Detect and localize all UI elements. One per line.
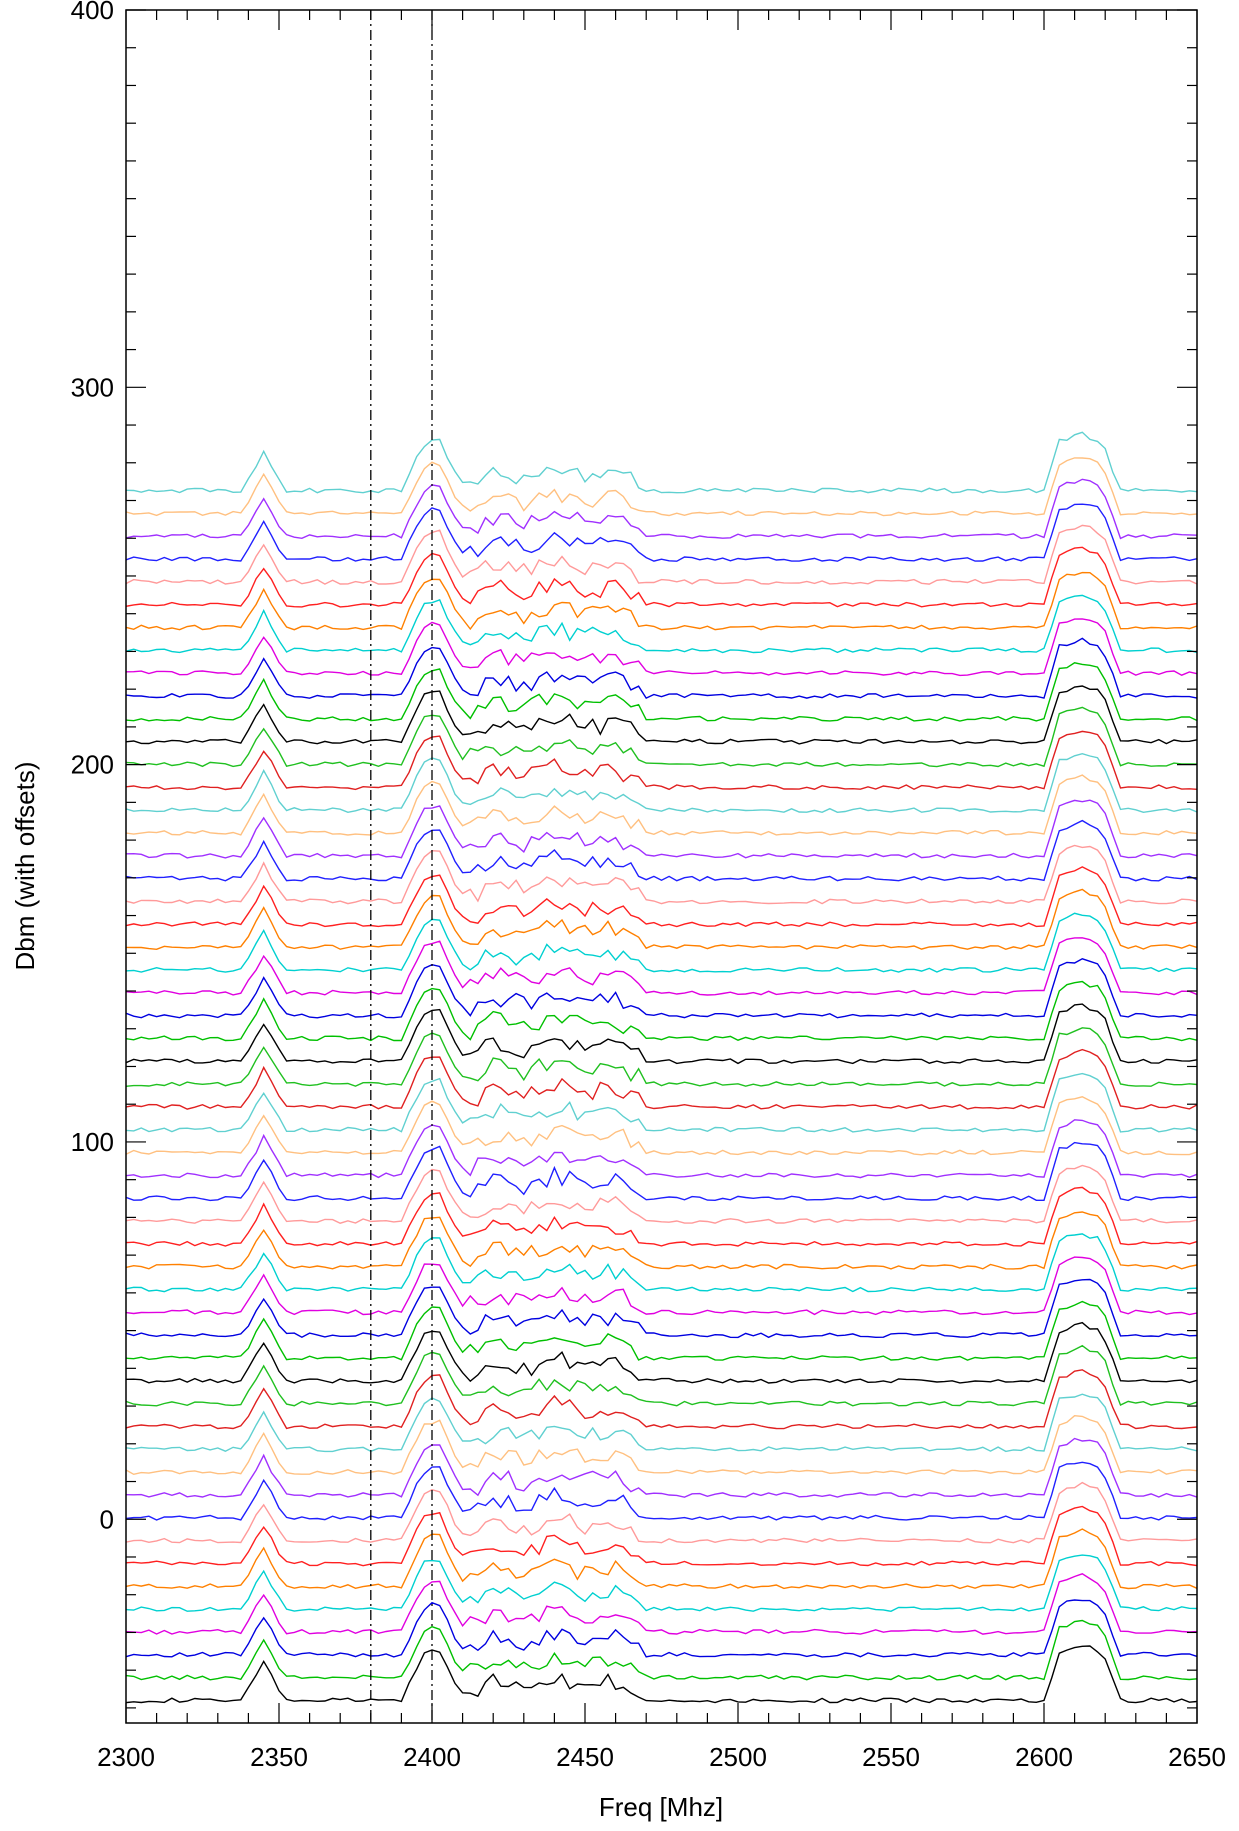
- spectrum-trace: [125, 457, 1198, 517]
- spectrum-trace: [125, 888, 1198, 951]
- spectrum-trace: [125, 1344, 1198, 1407]
- spectrum-trace: [125, 1321, 1198, 1384]
- spectrum-trace: [125, 752, 1198, 814]
- spectrum-trace: [125, 912, 1198, 973]
- spectrum-trace: [125, 844, 1198, 905]
- spectrum-trace: [125, 1027, 1198, 1087]
- spectrum-trace: [125, 503, 1198, 562]
- spectrum-trace: [125, 1186, 1198, 1247]
- spectrum-trace: [125, 1119, 1198, 1179]
- spectrum-trace: [125, 1505, 1198, 1567]
- axis-ticks: [125, 9, 1198, 1723]
- spectrum-trace: [125, 774, 1198, 836]
- spectrum-trace: [125, 706, 1198, 768]
- spectrum-trace: [125, 799, 1198, 859]
- spectrum-trace: [125, 1211, 1198, 1270]
- spectrum-trace: [125, 662, 1198, 722]
- spectrum-trace: [125, 546, 1198, 608]
- y-tick-label: 400: [71, 0, 114, 25]
- x-tick-label: 2550: [862, 1742, 920, 1772]
- plot-frame: [125, 9, 1198, 1724]
- y-tick-label: 100: [71, 1127, 114, 1157]
- spectrum-trace: [125, 1481, 1198, 1544]
- spectrum-trace: [125, 478, 1198, 540]
- spectrum-trace: [125, 1256, 1198, 1316]
- spectrum-trace: [125, 1414, 1198, 1476]
- y-tick-label: 0: [100, 1504, 114, 1534]
- spectrum-trace: [125, 1300, 1198, 1361]
- spectrum-trace: [125, 866, 1198, 928]
- spectrum-trace: [125, 1369, 1198, 1430]
- spectrum-trace: [125, 1461, 1198, 1521]
- spectrum-trace: [125, 1599, 1198, 1658]
- x-tick-label: 2600: [1015, 1742, 1073, 1772]
- spectrum-trace: [125, 958, 1198, 1019]
- spectrum-trace: [125, 524, 1198, 585]
- spectrum-trace: [125, 637, 1198, 699]
- spectrum-trace: [125, 1141, 1198, 1202]
- spectrum-trace: [125, 431, 1198, 494]
- x-axis-title: Freq [Mhz]: [599, 1792, 723, 1822]
- x-tick-label: 2650: [1168, 1742, 1226, 1772]
- spectrum-traces: [125, 431, 1198, 1704]
- spectrum-trace: [125, 980, 1198, 1042]
- spectrum-trace: [125, 1096, 1198, 1156]
- spectrum-trace: [125, 685, 1198, 745]
- reference-lines: [370, 10, 433, 1723]
- spectrum-trace: [125, 730, 1198, 791]
- spectrum-trace: [125, 1072, 1198, 1133]
- spectrum-trace: [125, 1437, 1198, 1498]
- x-tick-label: 2350: [250, 1742, 308, 1772]
- spectrum-trace: [125, 1573, 1198, 1635]
- spectrum-trace: [125, 1554, 1198, 1613]
- spectrum-trace: [125, 937, 1198, 996]
- spectrum-trace: [125, 1278, 1198, 1339]
- spectrum-trace: [125, 1003, 1198, 1065]
- spectrum-trace: [125, 1645, 1198, 1704]
- spectrum-trace: [125, 1528, 1198, 1590]
- x-tick-label: 2450: [556, 1742, 614, 1772]
- x-tick-label: 2400: [403, 1742, 461, 1772]
- y-axis-title: Dbm (with offsets): [10, 761, 40, 970]
- y-tick-label: 300: [71, 372, 114, 402]
- spectrum-trace: [125, 594, 1198, 654]
- spectrum-trace: [125, 1233, 1198, 1293]
- spectrum-trace: [125, 1619, 1198, 1681]
- x-tick-label: 2500: [709, 1742, 767, 1772]
- axis-tick-labels: 2300 2350 2400 2450 2500 2550 2600 2650 0 100 200 3…: [71, 0, 1226, 1772]
- spectrum-trace: [125, 618, 1198, 677]
- spectrum-trace: [125, 1164, 1198, 1224]
- spectrum-trace: [125, 1048, 1198, 1110]
- spectrum-trace: [125, 819, 1198, 882]
- x-tick-label: 2300: [97, 1742, 155, 1772]
- spectrum-trace: [125, 1393, 1198, 1453]
- y-tick-label: 200: [71, 750, 114, 780]
- spectrum-trace: [125, 571, 1198, 631]
